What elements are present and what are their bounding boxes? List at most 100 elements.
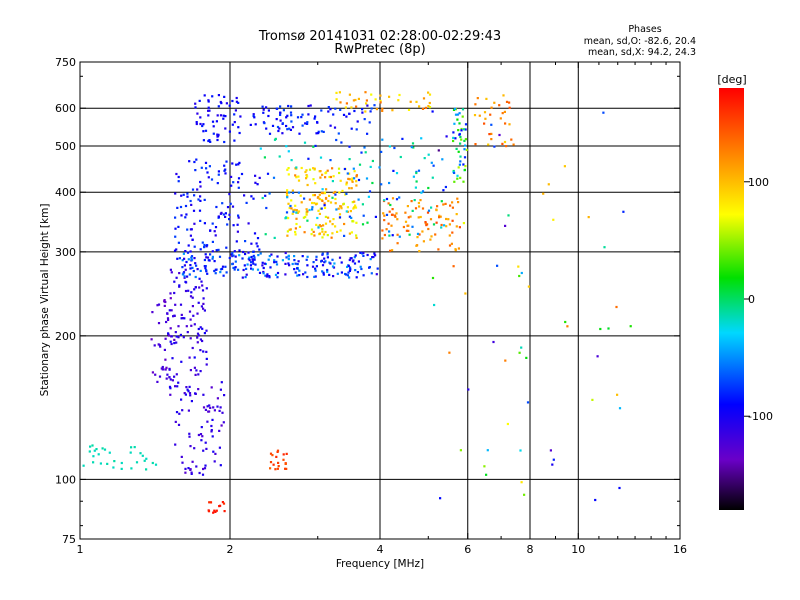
data-point	[194, 102, 197, 105]
data-point	[156, 304, 159, 307]
data-point	[197, 388, 200, 391]
data-point	[366, 253, 369, 257]
data-point	[180, 360, 183, 363]
data-point	[259, 252, 262, 255]
data-point	[189, 199, 192, 203]
data-point	[231, 255, 234, 258]
data-point	[499, 117, 502, 120]
data-point	[320, 130, 323, 133]
data-point	[254, 263, 257, 266]
data-point	[241, 257, 244, 260]
data-point	[256, 237, 260, 240]
data-point	[339, 179, 342, 182]
data-point	[231, 162, 234, 165]
data-point	[320, 260, 323, 263]
data-point	[393, 146, 396, 150]
data-point	[346, 265, 349, 268]
data-point	[214, 234, 217, 237]
data-point	[193, 288, 196, 291]
data-point	[362, 274, 365, 277]
data-point	[321, 230, 324, 233]
data-point	[348, 187, 351, 190]
data-point	[315, 255, 318, 258]
data-point	[187, 244, 190, 247]
colorbar-ticks: -100 0 100	[744, 176, 773, 423]
data-point	[504, 122, 507, 125]
data-point	[222, 274, 225, 277]
data-point	[602, 111, 605, 114]
data-point	[295, 222, 298, 226]
data-point	[200, 280, 203, 283]
data-point	[209, 501, 212, 504]
data-point	[352, 99, 355, 102]
data-point	[187, 467, 190, 470]
y-tick-label: 500	[55, 140, 76, 153]
data-point	[391, 249, 394, 252]
data-point	[326, 270, 329, 273]
data-point	[163, 304, 166, 307]
data-point	[212, 132, 215, 135]
data-point	[486, 449, 489, 452]
data-point	[332, 191, 335, 194]
phases-o-stats: mean, sd,O: -82.6, 20.4	[584, 36, 696, 47]
y-tick-label: 75	[62, 533, 76, 546]
data-point	[234, 109, 237, 112]
data-point	[387, 202, 390, 205]
data-point	[407, 216, 410, 219]
data-point	[506, 422, 509, 426]
data-point	[170, 309, 173, 312]
data-point	[361, 108, 364, 111]
data-point	[206, 244, 209, 247]
data-point	[201, 284, 204, 287]
data-point	[374, 215, 377, 218]
data-point	[230, 253, 233, 256]
data-point	[193, 323, 196, 326]
data-point	[88, 450, 91, 453]
data-point	[208, 165, 211, 168]
data-point	[286, 230, 289, 233]
data-point	[165, 377, 168, 380]
data-point	[222, 502, 226, 505]
data-point	[396, 233, 399, 236]
data-point	[216, 405, 219, 408]
data-point	[348, 269, 351, 272]
data-point	[205, 350, 208, 353]
data-point	[453, 107, 457, 110]
data-point	[351, 220, 354, 223]
colorbar	[719, 88, 744, 510]
data-point	[252, 254, 255, 257]
data-point	[247, 251, 250, 254]
data-point	[190, 400, 193, 403]
data-point	[430, 161, 433, 164]
phases-heading: Phases	[628, 24, 661, 35]
data-point	[197, 373, 200, 376]
data-point	[388, 95, 391, 98]
data-point	[462, 222, 465, 225]
data-point	[224, 172, 227, 175]
data-point	[244, 252, 247, 256]
data-point	[432, 223, 436, 226]
data-point	[250, 242, 253, 245]
data-point	[428, 106, 432, 109]
data-point	[464, 128, 467, 131]
data-point	[244, 240, 247, 243]
data-point	[313, 167, 316, 170]
data-point	[218, 429, 221, 432]
data-point	[262, 108, 265, 111]
data-point	[345, 183, 348, 186]
data-point	[348, 215, 351, 218]
data-point	[458, 226, 461, 229]
data-point	[202, 449, 205, 452]
data-point	[340, 261, 343, 264]
data-point	[217, 173, 220, 176]
data-point	[169, 327, 172, 330]
data-point	[229, 202, 232, 205]
data-point	[396, 242, 399, 245]
data-point	[231, 263, 234, 266]
data-point	[501, 112, 504, 115]
data-point	[181, 409, 184, 412]
data-point	[318, 197, 321, 201]
data-point	[95, 448, 98, 451]
data-point	[323, 257, 326, 260]
data-point	[205, 447, 208, 450]
